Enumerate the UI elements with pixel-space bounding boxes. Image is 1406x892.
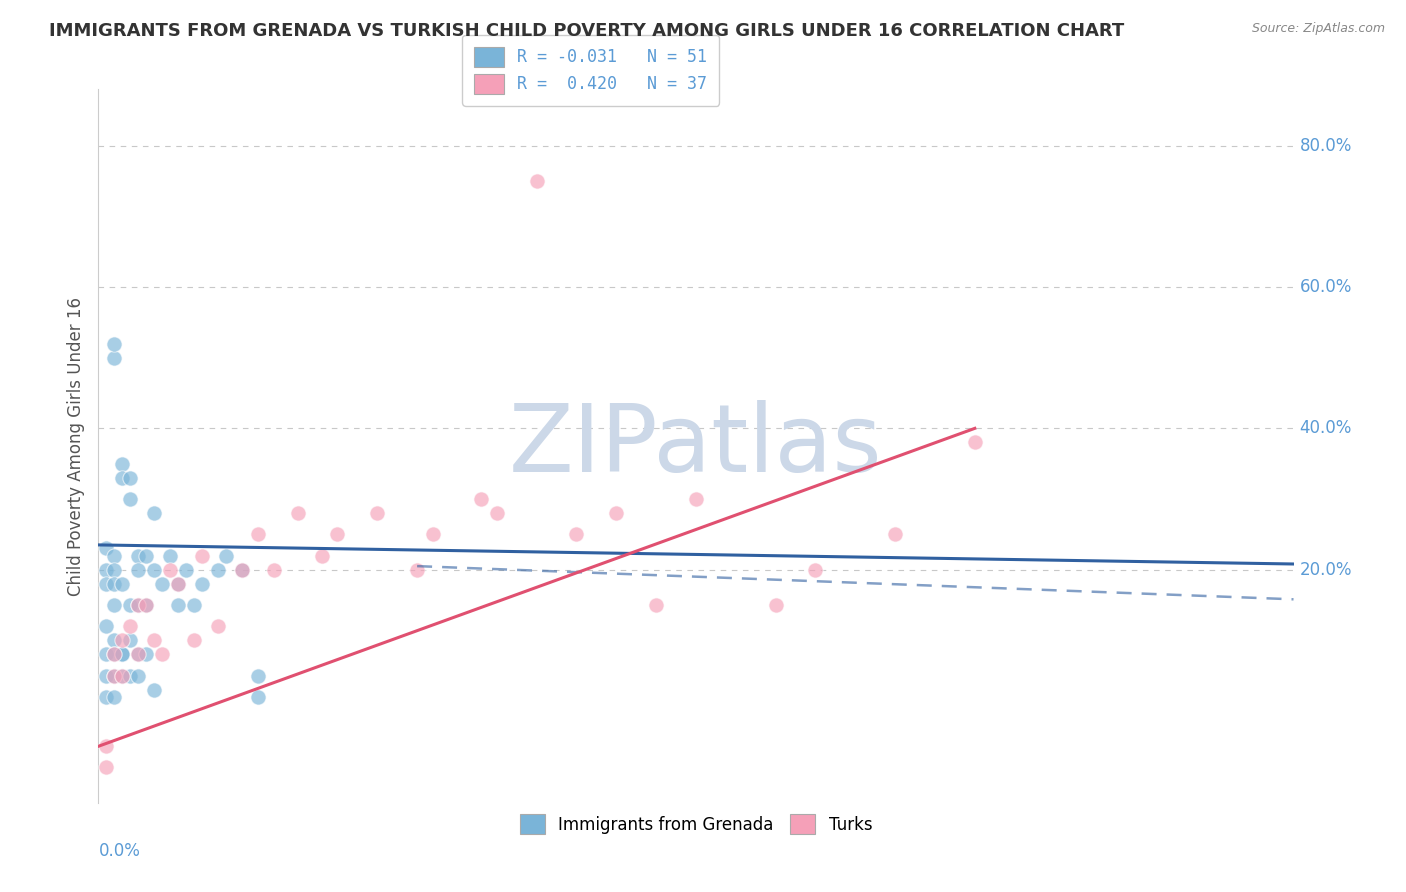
Point [103,563,125,577]
Point [120,619,142,633]
Point [96,760,118,774]
Point [103,336,125,351]
Legend: Immigrants from Grenada, Turks: Immigrants from Grenada, Turks [513,807,879,841]
Point [127,549,149,563]
Point [183,633,205,648]
Point [96,690,118,704]
Point [191,549,214,563]
Point [231,563,253,577]
Text: 80.0%: 80.0% [1299,136,1353,154]
Point [167,576,190,591]
Point [135,648,157,662]
Point [605,506,627,520]
Point [685,491,707,506]
Point [167,598,190,612]
Point [103,648,125,662]
Point [127,598,149,612]
Point [96,563,118,577]
Point [111,471,134,485]
Point [135,598,157,612]
Point [103,576,125,591]
Point [207,563,229,577]
Point [96,648,118,662]
Point [103,668,125,682]
Point [645,598,668,612]
Point [231,563,253,577]
Point [111,648,134,662]
Point [127,648,149,662]
Point [526,174,548,188]
Point [884,527,907,541]
Text: 40.0%: 40.0% [1299,419,1353,437]
Text: ZIPatlas: ZIPatlas [509,400,883,492]
Point [96,576,118,591]
Point [565,527,588,541]
Point [96,668,118,682]
Point [120,668,142,682]
Point [103,648,125,662]
Point [366,506,388,520]
Point [111,648,134,662]
Point [135,598,157,612]
Point [103,351,125,365]
Point [326,527,349,541]
Point [246,527,269,541]
Y-axis label: Child Poverty Among Girls Under 16: Child Poverty Among Girls Under 16 [66,296,84,596]
Point [120,471,142,485]
Text: Source: ZipAtlas.com: Source: ZipAtlas.com [1251,22,1385,36]
Point [311,549,333,563]
Point [103,598,125,612]
Point [183,598,205,612]
Point [111,668,134,682]
Point [485,506,508,520]
Point [111,457,134,471]
Point [127,648,149,662]
Text: 60.0%: 60.0% [1299,278,1353,296]
Point [103,668,125,682]
Text: 20.0%: 20.0% [1299,561,1353,579]
Point [96,739,118,754]
Point [963,435,986,450]
Point [207,619,229,633]
Point [103,633,125,648]
Point [127,668,149,682]
Point [96,541,118,556]
Point [287,506,309,520]
Point [103,690,125,704]
Point [120,598,142,612]
Point [143,506,166,520]
Point [765,598,787,612]
Point [159,563,181,577]
Point [135,549,157,563]
Point [150,648,173,662]
Point [422,527,444,541]
Point [111,668,134,682]
Point [167,576,190,591]
Text: 0.0%: 0.0% [98,842,141,860]
Point [406,563,429,577]
Point [111,576,134,591]
Point [804,563,827,577]
Point [143,633,166,648]
Point [96,619,118,633]
Point [246,668,269,682]
Point [143,682,166,697]
Point [143,563,166,577]
Text: IMMIGRANTS FROM GRENADA VS TURKISH CHILD POVERTY AMONG GIRLS UNDER 16 CORRELATIO: IMMIGRANTS FROM GRENADA VS TURKISH CHILD… [49,22,1125,40]
Point [215,549,238,563]
Point [246,690,269,704]
Point [174,563,197,577]
Point [263,563,285,577]
Point [470,491,492,506]
Point [120,491,142,506]
Point [127,563,149,577]
Point [191,576,214,591]
Point [111,633,134,648]
Point [103,549,125,563]
Point [127,598,149,612]
Point [150,576,173,591]
Point [120,633,142,648]
Point [159,549,181,563]
